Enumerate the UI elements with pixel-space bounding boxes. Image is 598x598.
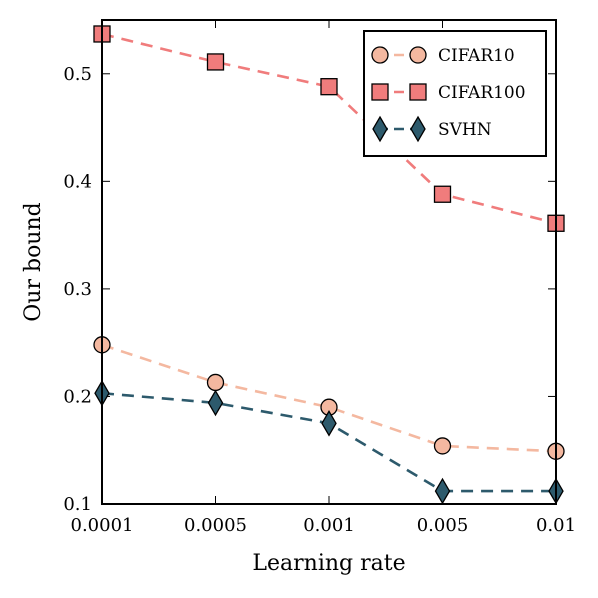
legend-marker-cifar10 xyxy=(371,46,389,64)
y-axis-label: Our bound xyxy=(21,202,46,321)
x-tick-label: 0.0005 xyxy=(184,515,247,536)
data-point-cifar10 xyxy=(433,437,452,455)
x-tick-label: 0.0001 xyxy=(71,515,134,536)
legend: CIFAR10 CIFAR100 SVHN xyxy=(363,30,547,157)
legend-label-cifar100: CIFAR100 xyxy=(438,83,526,103)
y-tick-label: 0.4 xyxy=(63,171,92,192)
x-tick-label: 0.005 xyxy=(417,515,469,536)
y-tick-label: 0.2 xyxy=(63,386,92,407)
axes-frame xyxy=(101,19,557,505)
data-point-svhn xyxy=(434,477,451,505)
legend-marker-svhn xyxy=(372,115,388,143)
x-tick-label: 0.001 xyxy=(303,515,355,536)
plot-area: 0.0001 0.0005 0.001 0.005 0.01 0.1 0.2 0.3 0.4 0.… xyxy=(63,19,576,536)
data-point-svhn xyxy=(321,410,337,437)
data-point-svhn xyxy=(207,389,224,417)
x-axis-label: Learning rate xyxy=(252,551,405,576)
legend-label-svhn: SVHN xyxy=(438,120,492,140)
legend-box xyxy=(363,30,547,157)
data-point-cifar10 xyxy=(206,373,225,392)
legend-marker-cifar10 xyxy=(409,46,427,64)
y-tick-label: 0.1 xyxy=(63,494,92,515)
legend-marker-svhn xyxy=(410,115,426,143)
data-point-cifar100 xyxy=(206,53,225,71)
series-line-cifar100 xyxy=(101,32,557,225)
legend-marker-cifar100 xyxy=(371,83,389,101)
x-tick-label: 0.01 xyxy=(536,515,576,536)
legend-label-cifar10: CIFAR10 xyxy=(438,46,515,66)
series-svhn xyxy=(94,379,564,505)
data-point-cifar100 xyxy=(433,185,452,203)
y-tick-label: 0.5 xyxy=(63,64,92,85)
data-point-cifar100 xyxy=(320,78,338,96)
legend-marker-cifar100 xyxy=(409,83,427,101)
y-tick-label: 0.3 xyxy=(63,279,92,300)
